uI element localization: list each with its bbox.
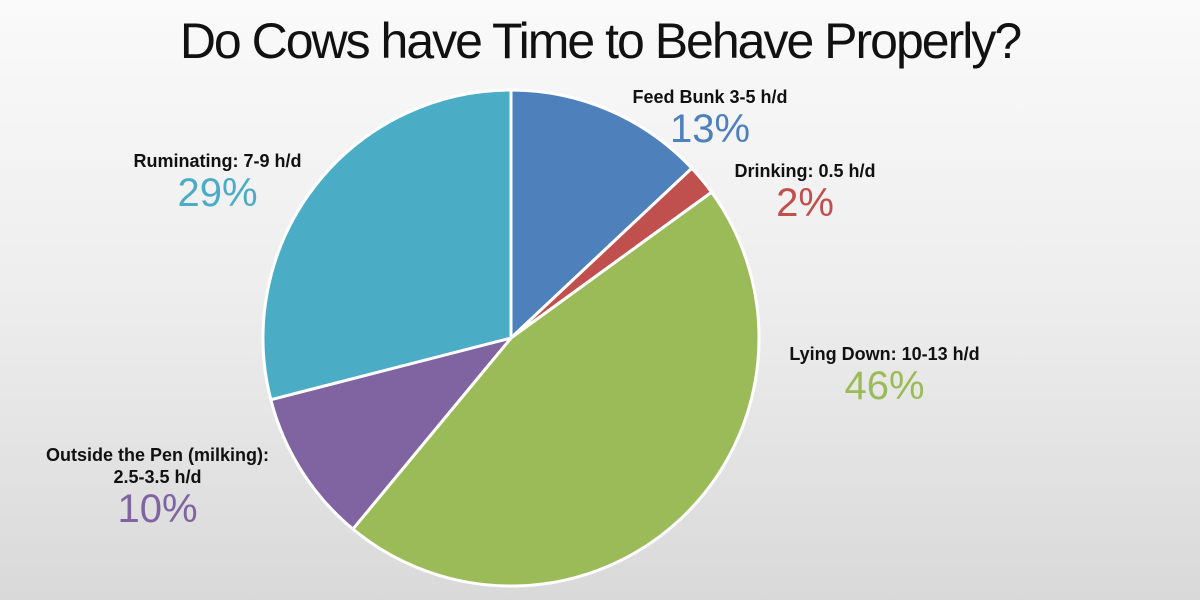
label-name: Feed Bunk 3-5 h/d (632, 87, 788, 107)
pie-slice (261, 88, 513, 402)
label-name: Ruminating: 7-9 h/d (133, 151, 302, 171)
label-outside-pen: Outside the Pen (milking): 2.5-3.5 h/d 1… (10, 444, 305, 530)
pie-slice (351, 190, 761, 588)
label-drinking: Drinking: 0.5 h/d 2% (700, 160, 910, 224)
label-name: Lying Down: 10-13 h/d (789, 344, 980, 364)
label-hours: 2.5-3.5 h/d (113, 467, 202, 487)
pie-slice (509, 88, 694, 340)
label-lying-down: Lying Down: 10-13 h/d 46% (757, 343, 1012, 407)
label-percent: 46% (844, 364, 925, 408)
label-name: Outside the Pen (milking): (45, 445, 269, 465)
label-percent: 13% (669, 107, 751, 151)
label-feed-bunk: Feed Bunk 3-5 h/d 13% (600, 86, 820, 150)
label-percent: 2% (776, 181, 834, 225)
chart-title: Do Cows have Time to Behave Properly? (179, 13, 1022, 69)
label-ruminating: Ruminating: 7-9 h/d 29% (100, 150, 335, 214)
label-name: Drinking: 0.5 h/d (734, 161, 876, 181)
label-percent: 10% (117, 487, 198, 531)
label-percent: 29% (177, 171, 258, 215)
